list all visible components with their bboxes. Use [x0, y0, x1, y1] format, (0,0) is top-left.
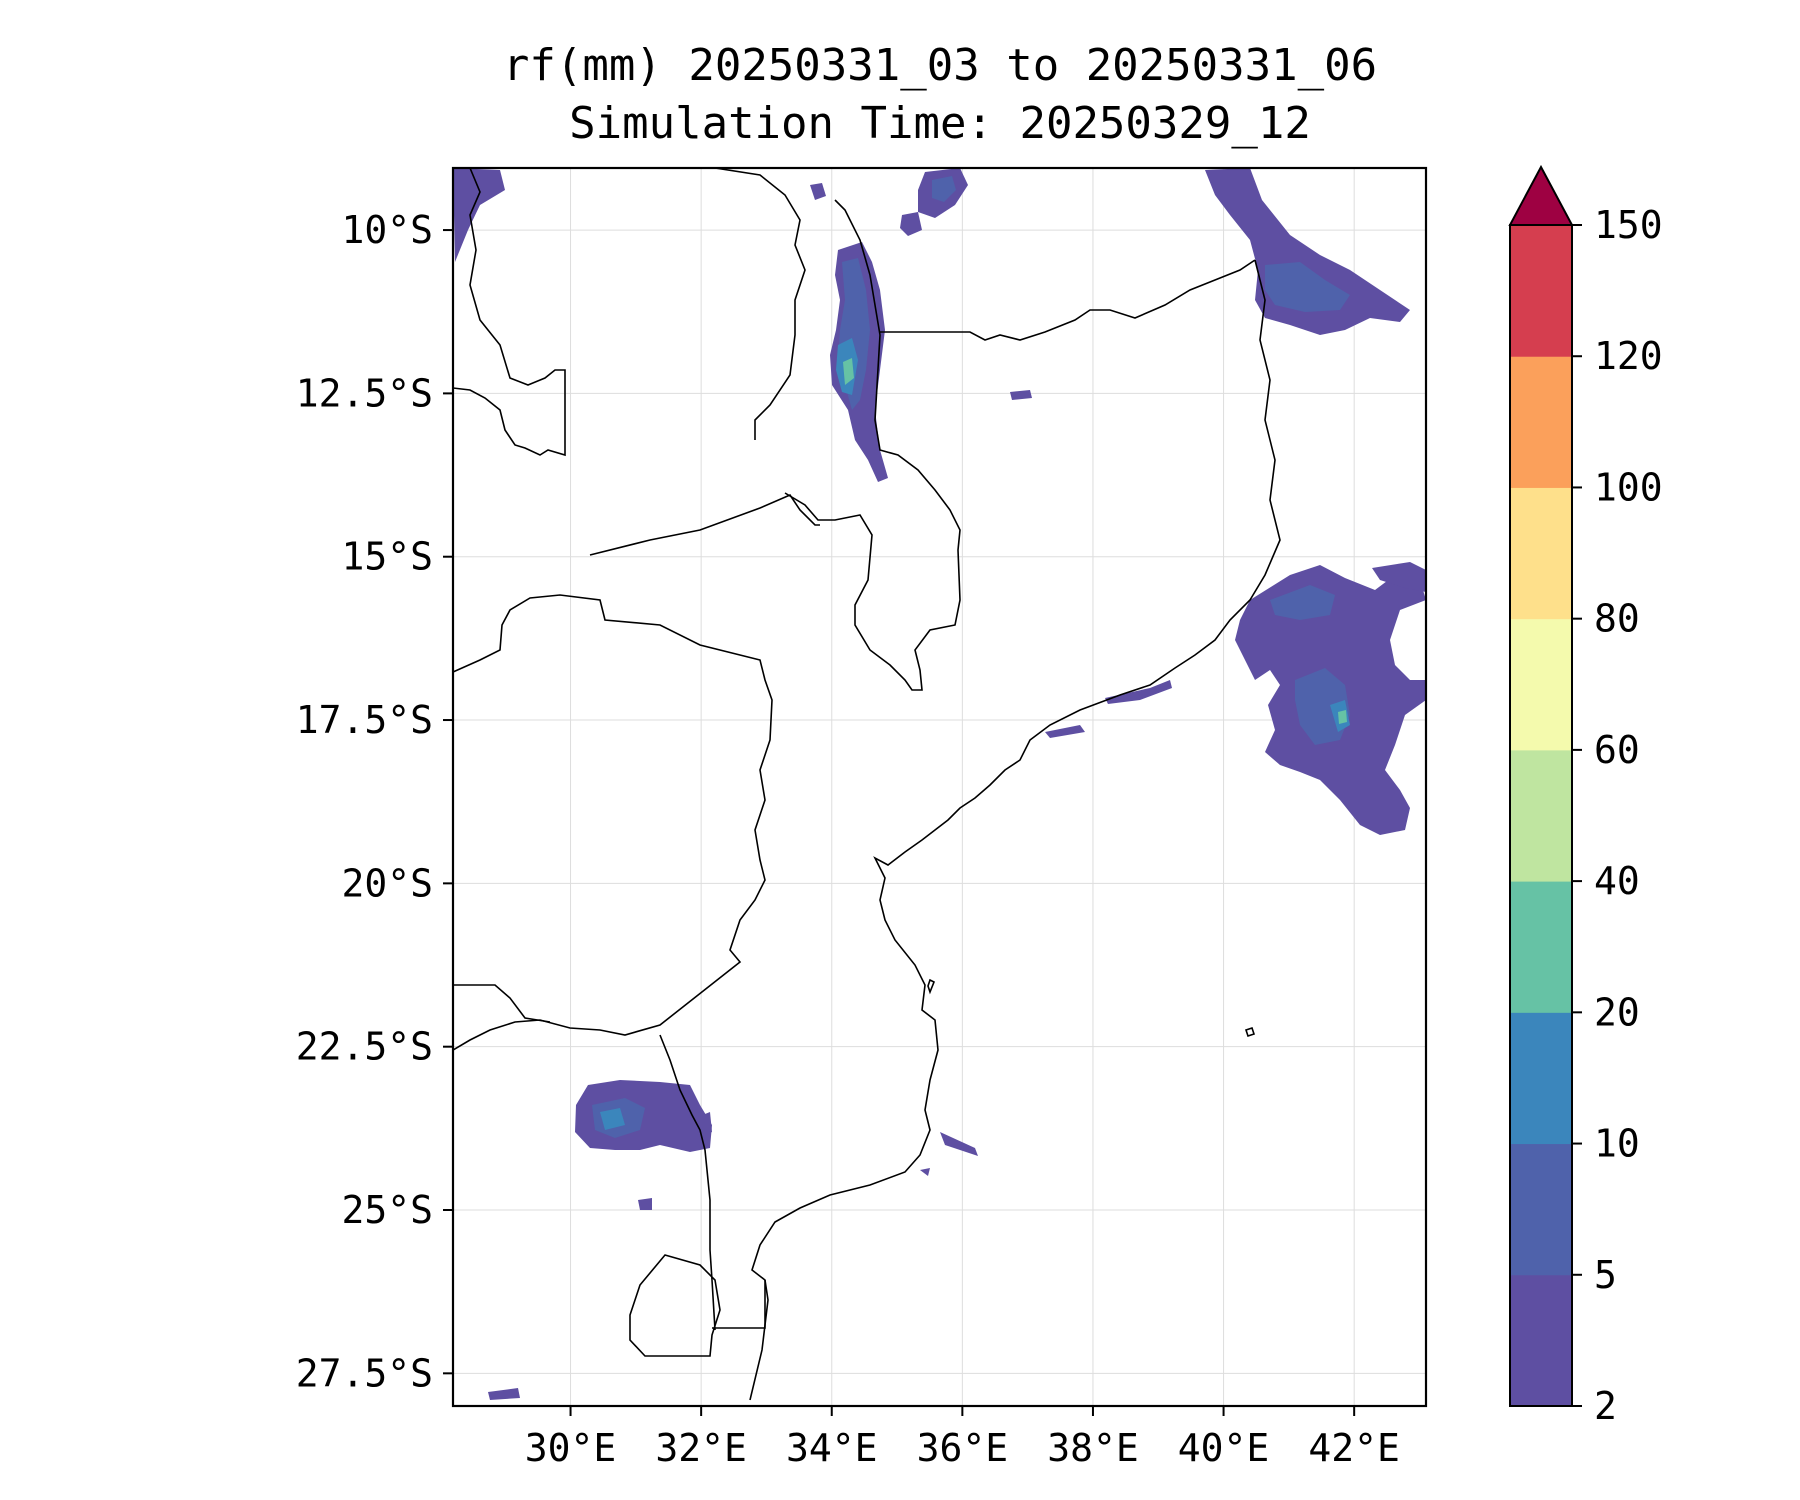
- colorbar-label: 20: [1594, 990, 1640, 1034]
- rain-area-quelimane-coast: [1045, 725, 1085, 738]
- island-small-2: [927, 978, 936, 995]
- colorbar-label: 2: [1594, 1384, 1617, 1428]
- rain-area-inhambane: [940, 1132, 978, 1156]
- colorbar-label: 10: [1594, 1122, 1640, 1166]
- colorbar-segment: [1510, 881, 1572, 1013]
- border-botswana-sa: [453, 984, 551, 1023]
- rain-area-offshore-east: [1372, 562, 1426, 592]
- y-tick-label: 20°S: [341, 861, 433, 905]
- rain-area-ne-coast: [1205, 168, 1410, 335]
- y-tick-label: 27.5°S: [296, 1351, 433, 1395]
- rain-area-malawi-peak: [843, 358, 854, 385]
- border-zambia-mozambique: [589, 494, 820, 556]
- coastline-mozambique: [749, 259, 1281, 1401]
- border-malawi: [784, 199, 961, 691]
- y-tick-label: 22.5°S: [296, 1025, 433, 1069]
- map-subtitle: Simulation Time: 20250329_12: [569, 98, 1311, 149]
- rain-area-north-dot: [900, 212, 922, 236]
- colorbar-label: 60: [1594, 728, 1640, 772]
- rain-area-north-dot-2: [810, 183, 826, 200]
- x-tick-label: 36°E: [917, 1426, 1009, 1470]
- border-mozambique-tanzania: [880, 259, 1256, 341]
- y-axis-ticks: 10°S 12.5°S 15°S 17.5°S 20°S 22.5°S 25°S 27.5°S: [296, 208, 453, 1395]
- border-mozambique-south: [712, 1280, 766, 1329]
- rainfall-contours: [453, 168, 1426, 1400]
- x-tick-label: 38°E: [1047, 1426, 1139, 1470]
- map-title: rf(mm) 20250331_03 to 20250331_06: [502, 40, 1378, 91]
- rain-area-south-edge: [488, 1388, 520, 1400]
- colorbar-label: 100: [1594, 465, 1663, 509]
- x-tick-label: 34°E: [786, 1426, 878, 1470]
- colorbar-segment: [1510, 749, 1572, 882]
- rain-area-inland-ne: [1010, 390, 1032, 400]
- colorbar-segment: [1510, 356, 1572, 488]
- colorbar-segment: [1510, 1012, 1572, 1145]
- colorbar-segment: [1510, 225, 1572, 357]
- border-sa-mozambique: [659, 1034, 716, 1331]
- colorbar-label: 40: [1594, 859, 1640, 903]
- colorbar-segment: [1510, 1274, 1572, 1407]
- y-tick-label: 12.5°S: [296, 371, 433, 415]
- rain-area-offshore-peak: [1338, 710, 1347, 724]
- x-tick-label: 40°E: [1178, 1426, 1270, 1470]
- rain-area-beira-coast: [1105, 680, 1172, 704]
- x-axis-ticks: 30°E 32°E 34°E 36°E 38°E 40°E 42°E: [525, 1406, 1400, 1470]
- colorbar-label: 150: [1594, 203, 1663, 247]
- border-eswatini: [629, 1254, 721, 1357]
- colorbar-outline: [1509, 224, 1573, 1407]
- y-tick-label: 15°S: [341, 535, 433, 579]
- island-small-1: [1244, 1026, 1256, 1038]
- colorbar-label: 80: [1594, 597, 1640, 641]
- map-frame: [451, 166, 1428, 1408]
- rain-area-north-top-core: [932, 176, 956, 202]
- border-drc-zambia: [453, 168, 566, 457]
- x-tick-label: 32°E: [655, 1426, 747, 1470]
- x-tick-label: 30°E: [525, 1426, 617, 1470]
- rain-area-limpopo-east: [695, 1112, 712, 1138]
- x-tick-label: 42°E: [1308, 1426, 1400, 1470]
- colorbar-label: 120: [1594, 334, 1663, 378]
- y-tick-label: 17.5°S: [296, 698, 433, 742]
- y-tick-label: 10°S: [341, 208, 433, 252]
- country-borders: [453, 168, 1281, 1401]
- rain-area-ne-coast-core: [1265, 262, 1350, 312]
- rain-area-small-2: [920, 1168, 930, 1176]
- border-zimbabwe: [453, 594, 773, 1051]
- rain-area-offshore-core-1: [1270, 585, 1335, 620]
- colorbar-segment: [1510, 1143, 1572, 1276]
- colorbar: 2 5 10 20 40 60 80 100 120 150: [1508, 164, 1663, 1428]
- colorbar-segment: [1510, 618, 1572, 751]
- y-tick-label: 25°S: [341, 1188, 433, 1232]
- rain-area-small-1: [638, 1198, 652, 1210]
- border-zambia-tanzania: [714, 168, 806, 440]
- colorbar-extend-arrow: [1508, 164, 1574, 226]
- colorbar-segment: [1510, 487, 1572, 620]
- colorbar-label: 5: [1594, 1253, 1617, 1297]
- rain-area-limpopo-heavy: [600, 1108, 625, 1130]
- rain-area-nw-corner: [453, 168, 505, 262]
- graticule: [453, 168, 1426, 1406]
